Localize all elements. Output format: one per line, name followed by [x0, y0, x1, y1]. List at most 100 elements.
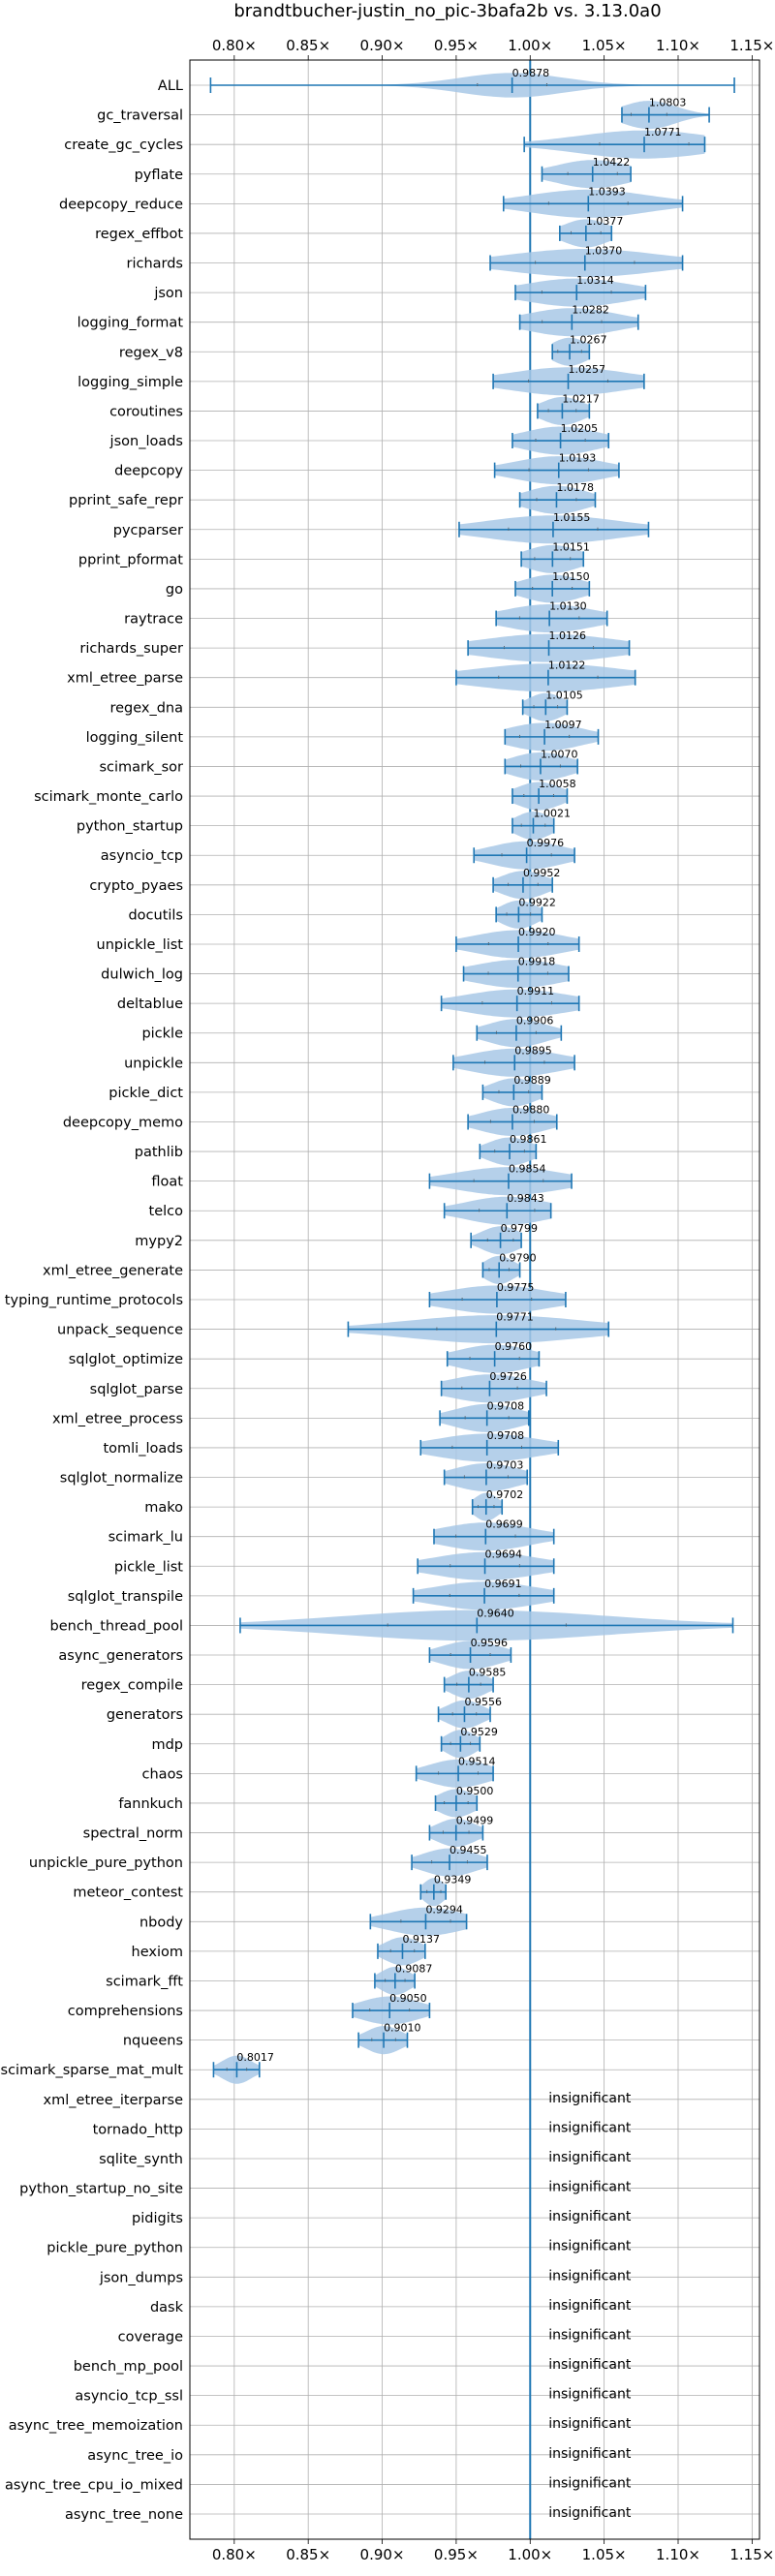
violin-sqlglot_optimize: 0.9760 [446, 1340, 541, 1373]
benchmark-label: json [153, 286, 183, 301]
violin-regex_v8: 1.0267 [551, 333, 607, 366]
violin-meteor_contest: 0.9349 [419, 1874, 471, 1907]
benchmark-label: pickle_pure_python [46, 2241, 183, 2256]
insignificant-label: insignificant [548, 2180, 632, 2195]
x-tick-label-bottom: 1.00× [508, 2546, 552, 2563]
violin-hexiom: 0.9137 [377, 1933, 440, 1966]
violin-python_startup: 1.0021 [512, 808, 571, 841]
violin-deepcopy: 1.0193 [493, 452, 620, 485]
value-label: 0.9137 [402, 1933, 440, 1946]
x-tick-label-top: 0.85× [286, 37, 330, 54]
violin-scimark_lu: 0.9699 [433, 1518, 555, 1551]
benchmark-label: fannkuch [118, 1796, 183, 1812]
value-label: 0.9906 [516, 1015, 554, 1027]
insignificant-label: insignificant [548, 2505, 632, 2521]
x-tick-label-top: 1.15× [729, 37, 774, 54]
benchmark-label: bench_mp_pool [74, 2359, 183, 2375]
benchmark-label: scimark_fft [106, 1974, 183, 1989]
violin-pickle: 0.9906 [476, 1015, 563, 1048]
violin-xml_etree_parse: 1.0122 [455, 659, 636, 692]
benchmark-label: meteor_contest [73, 1886, 183, 1901]
value-label: 1.0122 [548, 659, 586, 672]
value-label: 0.9843 [507, 1192, 544, 1205]
value-label: 0.9920 [518, 926, 556, 938]
value-label: 0.9010 [384, 2022, 421, 2035]
benchmark-label: bench_thread_pool [50, 1618, 183, 1634]
benchmark-label: sqlglot_parse [90, 1382, 183, 1397]
value-label: 0.9799 [501, 1222, 539, 1235]
value-label: 1.0058 [539, 778, 576, 790]
violin-float: 0.9854 [428, 1163, 573, 1196]
benchmark-label: regex_compile [81, 1678, 183, 1694]
x-tick-label-top: 0.80× [212, 37, 257, 54]
x-tick-label-bottom: 0.95× [434, 2546, 479, 2563]
violin-deepcopy_memo: 0.9880 [467, 1103, 558, 1136]
benchmark-label: deepcopy [114, 464, 183, 479]
benchmark-label: pickle_list [114, 1559, 183, 1575]
benchmark-label: unpickle_list [97, 937, 184, 953]
violin-fannkuch: 0.9500 [434, 1785, 493, 1818]
chart-title: brandtbucher-justin_no_pic-3bafa2b vs. 3… [233, 1, 661, 21]
violin-scimark_monte_carlo: 1.0058 [512, 778, 576, 811]
benchmark-label: xml_etree_iterparse [44, 2093, 184, 2108]
benchmark-label: comprehensions [68, 2004, 183, 2019]
value-label: 1.0178 [556, 481, 594, 494]
value-label: 1.0151 [552, 540, 590, 553]
violin-pickle_list: 0.9694 [417, 1548, 555, 1580]
violin-xml_etree_generate: 0.9790 [481, 1251, 537, 1284]
value-label: 0.9640 [477, 1607, 513, 1619]
violin-pprint_safe_repr: 1.0178 [518, 481, 597, 514]
benchmark-label: regex_effbot [95, 227, 183, 242]
value-label: 0.9771 [496, 1311, 534, 1324]
benchmark-label: sqlite_synth [99, 2152, 183, 2167]
value-label: 1.0267 [570, 333, 607, 346]
benchmark-label: gc_traversal [97, 108, 183, 124]
violin-regex_compile: 0.9585 [443, 1667, 506, 1700]
violin-create_gc_cycles: 1.0771 [523, 126, 706, 159]
violin-json_loads: 1.0205 [512, 422, 610, 455]
violin-richards_super: 1.0126 [467, 629, 631, 662]
violin-crypto_pyaes: 0.9952 [492, 867, 561, 900]
value-label: 1.0393 [588, 185, 626, 198]
insignificant-label: insignificant [548, 2327, 632, 2343]
value-label: 0.9911 [517, 985, 555, 997]
plot-marks: 0.9878 1.0803 1.0771 1.0422 1.0393 1.0377 1.03… [209, 67, 735, 2521]
violin-unpickle: 0.9895 [452, 1044, 575, 1077]
benchmark-label: tomli_loads [103, 1441, 183, 1457]
value-label: 0.9702 [486, 1488, 524, 1501]
benchmark-label: async_tree_none [65, 2507, 183, 2523]
benchmark-label: telco [149, 1204, 184, 1219]
benchmark-label: sqlglot_normalize [60, 1471, 183, 1487]
plot-frame [189, 59, 760, 2540]
benchmark-label: typing_runtime_protocols [5, 1293, 183, 1308]
benchmark-label: tornado_http [93, 2122, 183, 2137]
benchmark-label: pathlib [135, 1145, 183, 1160]
benchmark-label: pidigits [132, 2211, 183, 2226]
benchmark-label: scimark_sparse_mat_mult [1, 2063, 184, 2078]
insignificant-label: insignificant [548, 2446, 632, 2462]
benchmark-label: xml_etree_parse [67, 671, 183, 687]
benchmark-label: float [151, 1175, 183, 1190]
x-tick-label-top: 0.90× [360, 37, 405, 54]
violin-regex_dna: 1.0105 [521, 689, 583, 721]
violin-mdp: 0.9529 [440, 1726, 498, 1759]
insignificant-label: insignificant [548, 2091, 632, 2106]
violin-chaos: 0.9514 [415, 1755, 496, 1788]
value-label: 0.9952 [523, 867, 561, 879]
violin-mako: 0.9702 [471, 1488, 524, 1521]
violin-mypy2: 0.9799 [470, 1222, 539, 1255]
benchmark-label: xml_etree_generate [43, 1263, 183, 1278]
x-axis: 0.80× 0.80× 0.85× 0.85× 0.90× 0.90× 0.95× 0.95×… [212, 37, 775, 2563]
benchmark-label: unpack_sequence [57, 1323, 183, 1338]
violin-xml_etree_process: 0.9708 [439, 1399, 530, 1432]
value-label: 1.0105 [545, 689, 583, 701]
value-label: 0.9050 [389, 1992, 427, 2005]
benchmark-label: xml_etree_process [52, 1411, 183, 1426]
x-tick-label-bottom: 1.10× [656, 2546, 700, 2563]
violin-deltablue: 0.9911 [440, 985, 580, 1018]
violin-unpickle_list: 0.9920 [455, 926, 580, 959]
benchmark-label: create_gc_cycles [64, 138, 183, 153]
violin-sqlglot_normalize: 0.9703 [443, 1459, 529, 1491]
value-label: 0.9596 [471, 1637, 509, 1649]
